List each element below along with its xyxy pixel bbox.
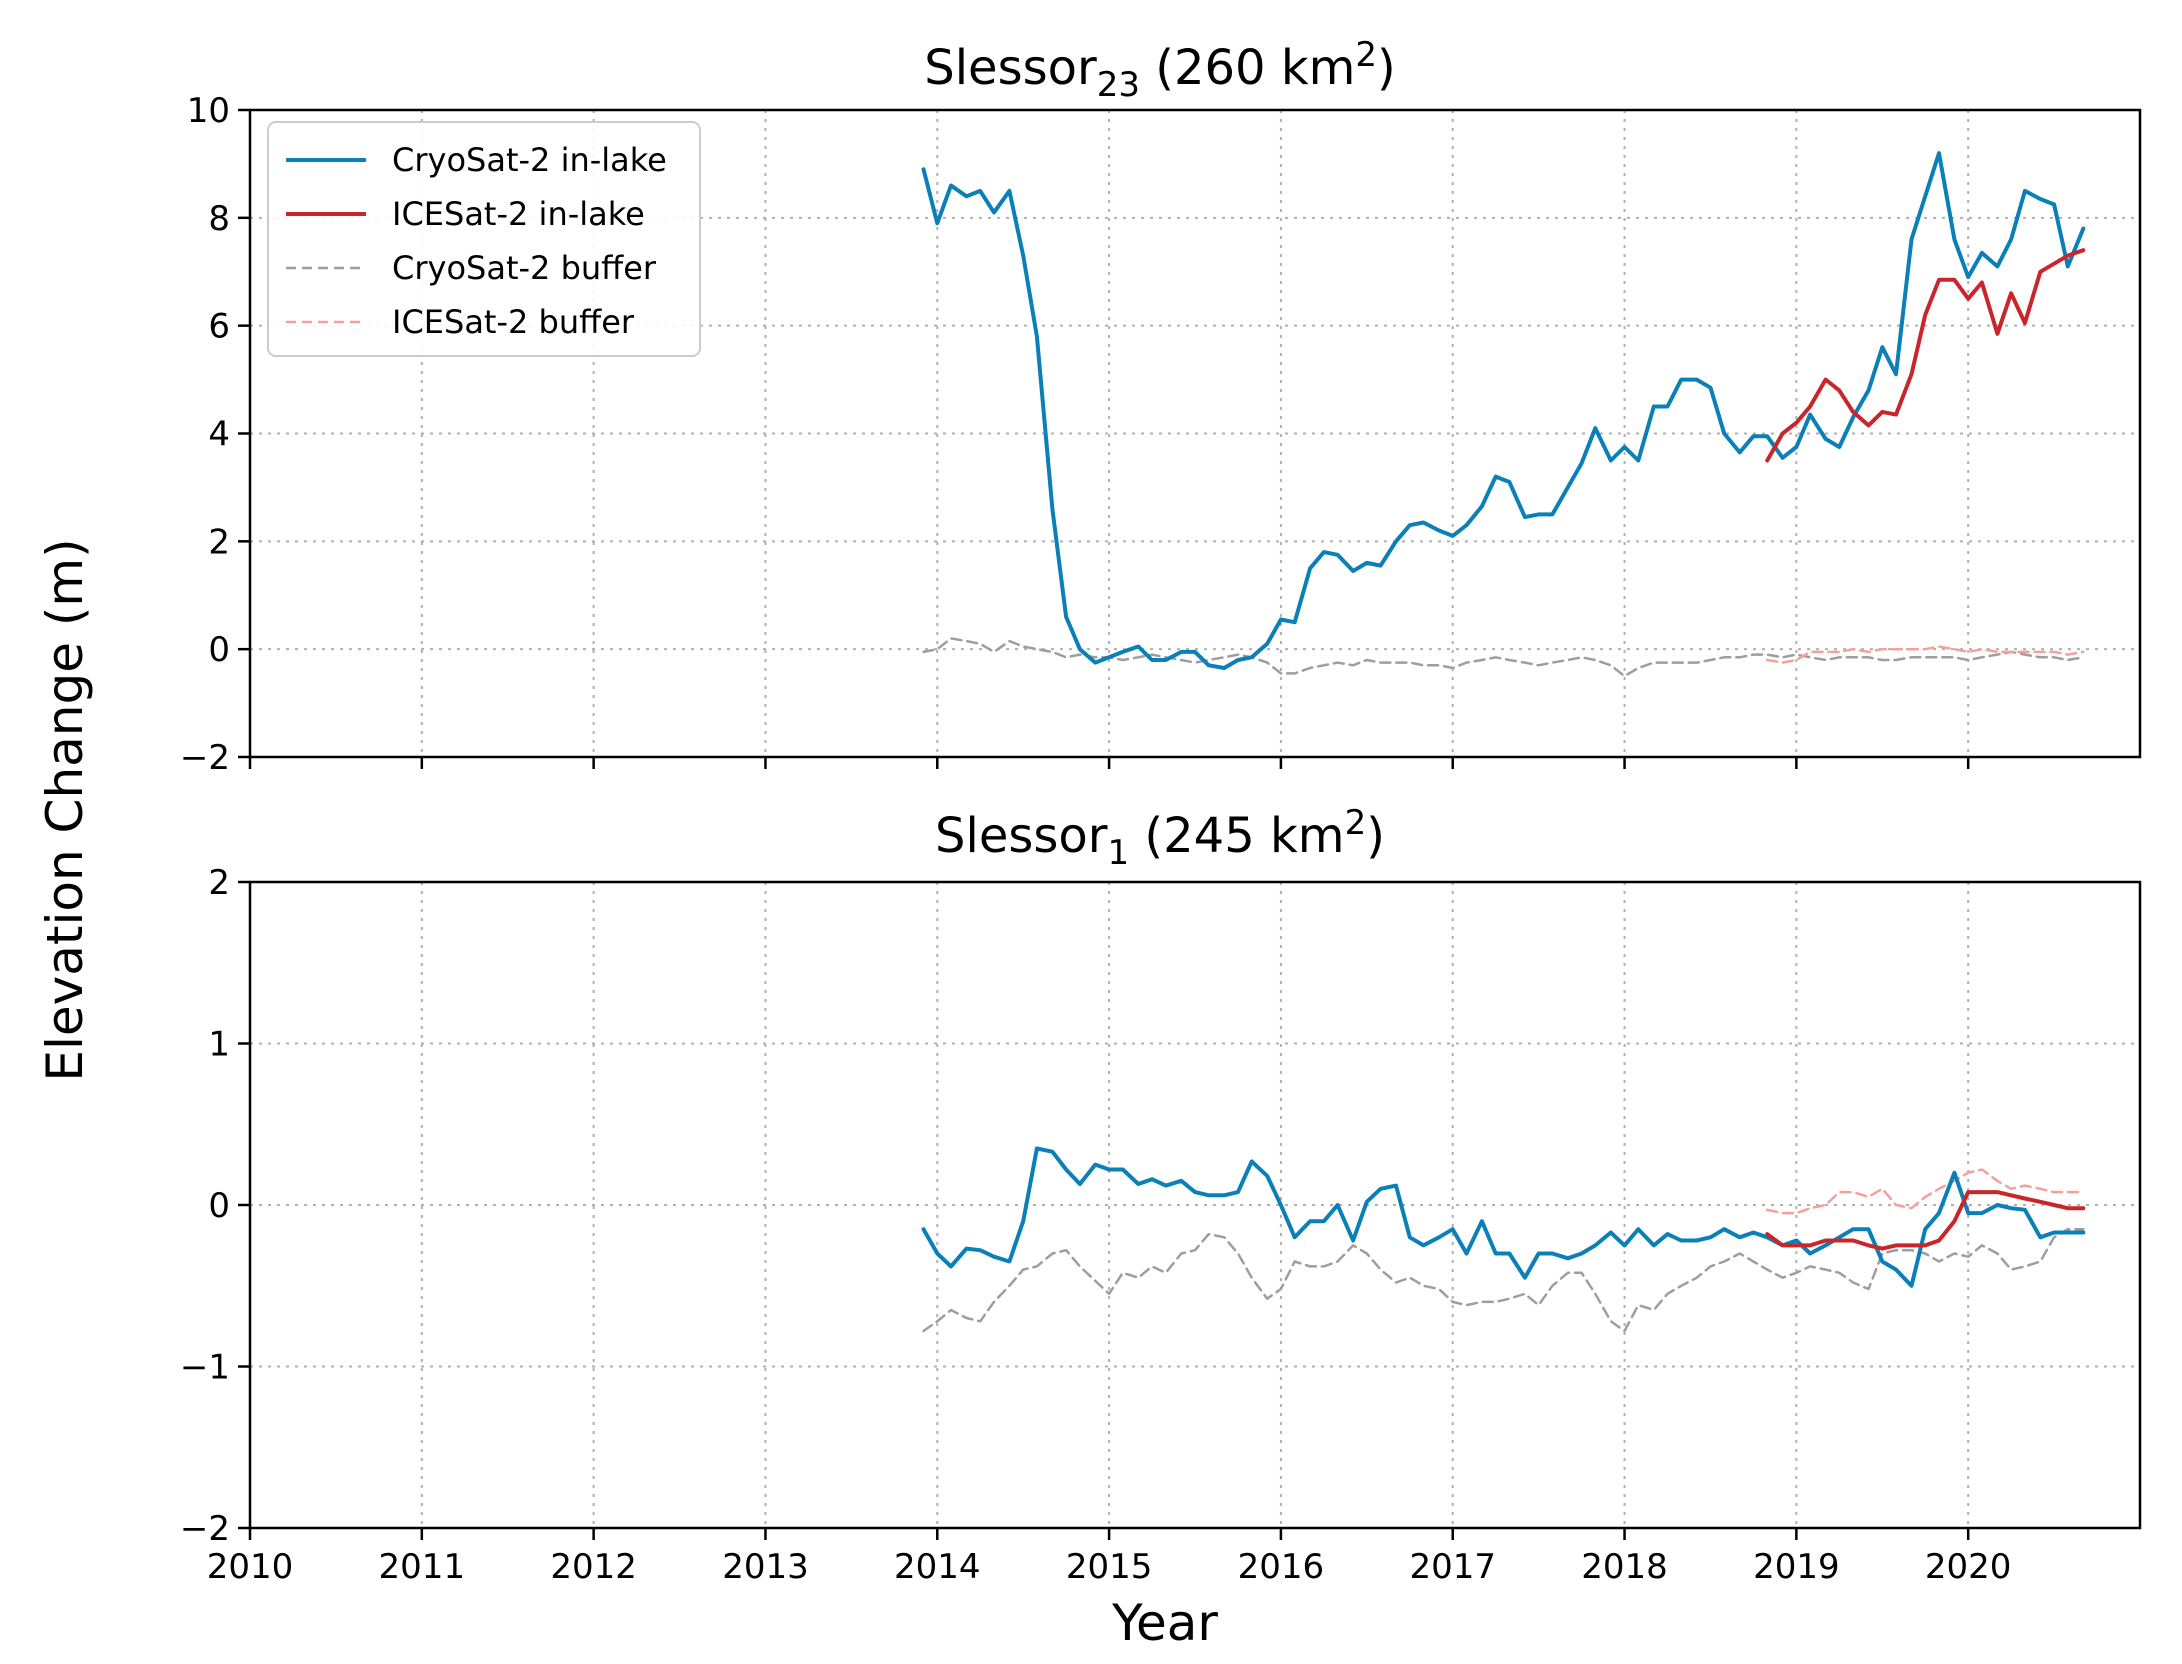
x-tick-label: 2017 xyxy=(1409,1547,1496,1587)
legend-label: CryoSat-2 in-lake xyxy=(392,141,667,179)
legend-entry-cryosat-in-lake: CryoSat-2 in-lake xyxy=(286,141,667,179)
panel-title: Slessor23 (260 km2) xyxy=(924,35,1396,105)
y-tick-label: −2 xyxy=(180,738,230,778)
legend-label: CryoSat-2 buffer xyxy=(392,249,657,287)
panel-title-superscript: 2 xyxy=(1345,803,1367,843)
series-line-icesat-2-in-lake xyxy=(1765,248,2086,463)
series-layer xyxy=(921,151,2086,678)
panel-title-main: Slessor xyxy=(935,808,1108,864)
grid-lines xyxy=(250,882,2140,1528)
legend-entry-cryosat-buffer: CryoSat-2 buffer xyxy=(286,249,657,287)
panel-title-end: ) xyxy=(1366,808,1385,864)
panel-title-rest: (260 km xyxy=(1140,40,1355,96)
series-line-icesat-2-buffer xyxy=(1765,645,2085,664)
panel-title: Slessor1 (245 km2) xyxy=(935,803,1385,873)
series-line-icesat-2-buffer xyxy=(1765,1168,2085,1215)
series-line-cryosat-2-in-lake xyxy=(921,151,2086,670)
series-line-cryosat-2-buffer xyxy=(922,1227,2085,1333)
x-tick-label: 2012 xyxy=(550,1547,637,1587)
x-tick-label: 2010 xyxy=(207,1547,294,1587)
series-line-cryosat-2-buffer xyxy=(922,637,2085,678)
y-tick-label: 6 xyxy=(208,307,230,347)
x-tick-label: 2014 xyxy=(894,1547,981,1587)
y-tick-label: 2 xyxy=(208,522,230,562)
x-tick-labels: 2010 2011 2012 2013 2014 2015 2016 2017 2018 2019… xyxy=(207,1547,2012,1587)
legend: CryoSat-2 in-lake ICESat-2 in-lake CryoS… xyxy=(267,121,701,357)
tick-marks xyxy=(238,108,1970,769)
tick-marks xyxy=(238,880,1970,1540)
y-tick-label: −2 xyxy=(180,1509,230,1549)
series-layer xyxy=(921,1146,2086,1333)
y-tick-label: 8 xyxy=(208,199,230,239)
x-tick-label: 2018 xyxy=(1581,1547,1668,1587)
panel-title-rest: (245 km xyxy=(1129,808,1344,864)
x-axis-label: Year xyxy=(1111,1594,1218,1652)
y-tick-label: −1 xyxy=(180,1348,230,1388)
y-tick-label: 0 xyxy=(208,630,230,670)
y-tick-label: 10 xyxy=(187,91,230,131)
x-tick-label: 2019 xyxy=(1753,1547,1840,1587)
x-tick-label: 2011 xyxy=(379,1547,466,1587)
x-tick-label: 2020 xyxy=(1925,1547,2012,1587)
series-line-cryosat-2-in-lake xyxy=(921,1146,2086,1288)
panel-title-end: ) xyxy=(1377,40,1396,96)
y-axis-label: Elevation Change (m) xyxy=(36,538,94,1081)
panel-title-superscript: 2 xyxy=(1355,35,1377,75)
y-tick-label: 0 xyxy=(208,1186,230,1226)
y-tick-label: 4 xyxy=(208,415,230,455)
legend-entry-icesat-in-lake: ICESat-2 in-lake xyxy=(286,195,645,233)
panel-title-main: Slessor xyxy=(924,40,1097,96)
x-tick-label: 2015 xyxy=(1066,1547,1153,1587)
panel-title-subscript: 23 xyxy=(1097,65,1140,105)
legend-entry-icesat-buffer: ICESat-2 buffer xyxy=(286,303,635,341)
panel-title-subscript: 1 xyxy=(1108,833,1130,873)
series-line-icesat-2-in-lake xyxy=(1765,1190,2086,1251)
legend-box xyxy=(267,121,701,357)
x-tick-label: 2013 xyxy=(722,1547,809,1587)
y-tick-labels: −2 0 2 4 6 8 10 xyxy=(180,91,230,778)
y-tick-label: 2 xyxy=(208,863,230,903)
legend-label: ICESat-2 buffer xyxy=(392,303,635,341)
legend-label: ICESat-2 in-lake xyxy=(392,195,645,233)
x-tick-label: 2016 xyxy=(1238,1547,1325,1587)
y-tick-labels: −2 −1 0 1 2 xyxy=(180,863,230,1549)
y-tick-label: 1 xyxy=(208,1025,230,1065)
